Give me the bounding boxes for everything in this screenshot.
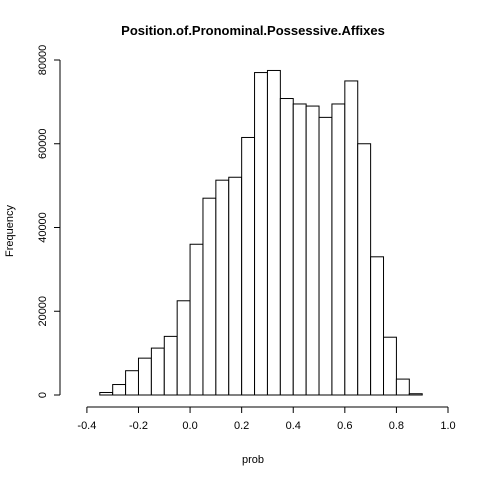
x-tick-label: -0.4 <box>77 420 96 432</box>
histogram-bar-24 <box>396 379 409 395</box>
x-tick-label: 1.0 <box>440 420 455 432</box>
histogram-bar-12 <box>242 137 255 395</box>
x-axis-label: prob <box>242 454 264 466</box>
histogram-bar-15 <box>280 99 293 395</box>
y-tick-label: 40000 <box>37 212 49 243</box>
x-tick-label: 0.2 <box>234 420 249 432</box>
histogram-bar-20 <box>345 81 358 395</box>
x-tick-label: 0.0 <box>182 420 197 432</box>
histogram-bar-16 <box>293 104 306 395</box>
x-tick-label: 0.8 <box>389 420 404 432</box>
x-axis: -0.4 -0.2 0.0 0.2 0.4 0.6 0.8 1.0 <box>77 407 455 432</box>
histogram-bar-11 <box>229 177 242 395</box>
histogram-bar-8 <box>190 244 203 395</box>
y-tick-label: 20000 <box>37 296 49 327</box>
histogram-bar-3 <box>126 371 139 395</box>
histogram-bar-6 <box>164 336 177 395</box>
histogram-bar-19 <box>332 104 345 395</box>
x-tick-label: 0.6 <box>337 420 352 432</box>
histogram-bar-13 <box>255 73 268 395</box>
x-tick-label: 0.4 <box>286 420 301 432</box>
y-axis: 0 20000 40000 60000 80000 <box>37 45 60 398</box>
histogram-bar-23 <box>384 337 397 395</box>
chart-title: Position.of.Pronominal.Possessive.Affixe… <box>121 23 385 38</box>
x-tick-label: -0.2 <box>129 420 148 432</box>
histogram-bar-22 <box>371 257 384 395</box>
histogram-bar-21 <box>358 144 371 395</box>
histogram-bar-25 <box>409 394 422 395</box>
histogram-bar-2 <box>113 385 126 395</box>
y-tick-label: 0 <box>37 392 49 398</box>
histogram-bar-10 <box>216 180 229 395</box>
histogram-bar-1 <box>100 392 113 395</box>
y-tick-label: 80000 <box>37 45 49 76</box>
y-axis-label: Frequency <box>4 205 16 257</box>
bars-group <box>100 70 422 395</box>
histogram-bar-9 <box>203 198 216 395</box>
histogram-bar-5 <box>151 348 164 395</box>
histogram-bar-4 <box>138 358 151 395</box>
histogram-bar-7 <box>177 301 190 395</box>
histogram-bar-14 <box>267 70 280 395</box>
histogram-bar-18 <box>319 117 332 395</box>
histogram-bar-17 <box>306 106 319 395</box>
y-tick-label: 60000 <box>37 128 49 159</box>
